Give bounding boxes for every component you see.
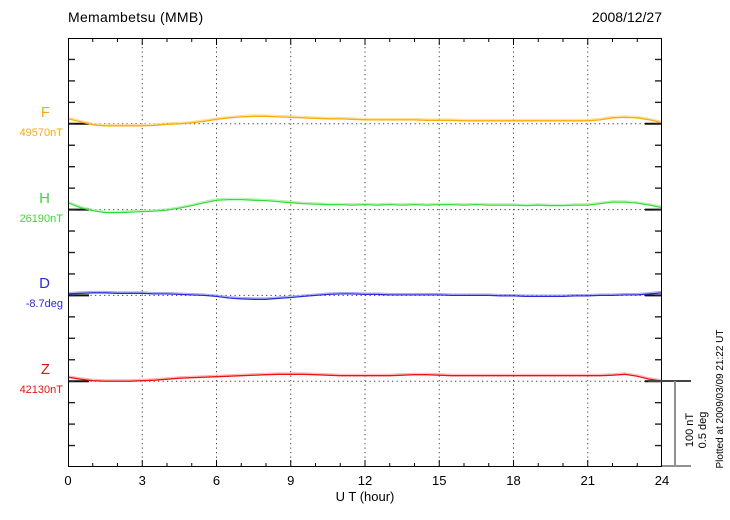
x-tick-9: 9 xyxy=(287,473,295,488)
x-tick-6: 6 xyxy=(212,473,221,488)
date-label: 2008/12/27 xyxy=(591,9,662,25)
trace-F xyxy=(67,115,663,127)
scale-bar-bottom-cap xyxy=(662,465,691,467)
scale-bar-top-cap xyxy=(648,380,691,382)
x-tick-15: 15 xyxy=(432,473,447,488)
trace-H xyxy=(67,198,663,214)
channel-label-H: H xyxy=(39,189,50,207)
x-tick-0: 0 xyxy=(64,473,72,488)
trace-H-secondary xyxy=(67,197,663,212)
magnetogram-svg xyxy=(67,38,663,467)
scale-bar-line1: 100 nT xyxy=(684,412,696,448)
channel-baseline-Z: 42130nT xyxy=(19,384,63,397)
x-axis-label: U T (hour) xyxy=(335,489,395,504)
channel-baseline-F: 49570nT xyxy=(19,126,63,139)
x-tick-24: 24 xyxy=(654,473,670,488)
x-tick-18: 18 xyxy=(506,473,521,488)
scale-bar-line2: 0.5 deg xyxy=(697,411,709,449)
x-tick-21: 21 xyxy=(580,473,595,488)
plot-area xyxy=(67,38,663,467)
x-tick-3: 3 xyxy=(138,473,146,488)
channel-baseline-D: -8.7deg xyxy=(25,298,63,311)
x-tick-12: 12 xyxy=(357,473,373,488)
plotted-at-note: Plotted at 2009/03/09 21:22 UT xyxy=(715,329,726,469)
channel-baseline-H: 26190nT xyxy=(19,212,63,225)
trace-F-secondary xyxy=(67,114,663,125)
trace-D-secondary xyxy=(67,290,663,299)
plot-frame xyxy=(68,38,662,467)
scale-bar-line xyxy=(674,381,676,467)
channel-label-Z: Z xyxy=(40,361,50,379)
station-title: Memambetsu (MMB) xyxy=(68,9,204,25)
trace-Z xyxy=(67,373,663,382)
channel-label-F: F xyxy=(40,103,50,121)
channel-label-D: D xyxy=(39,275,50,293)
scale-bar-text: 100 nT 0.5 deg xyxy=(684,385,710,475)
trace-D xyxy=(67,292,663,300)
trace-Z-secondary xyxy=(67,372,663,381)
